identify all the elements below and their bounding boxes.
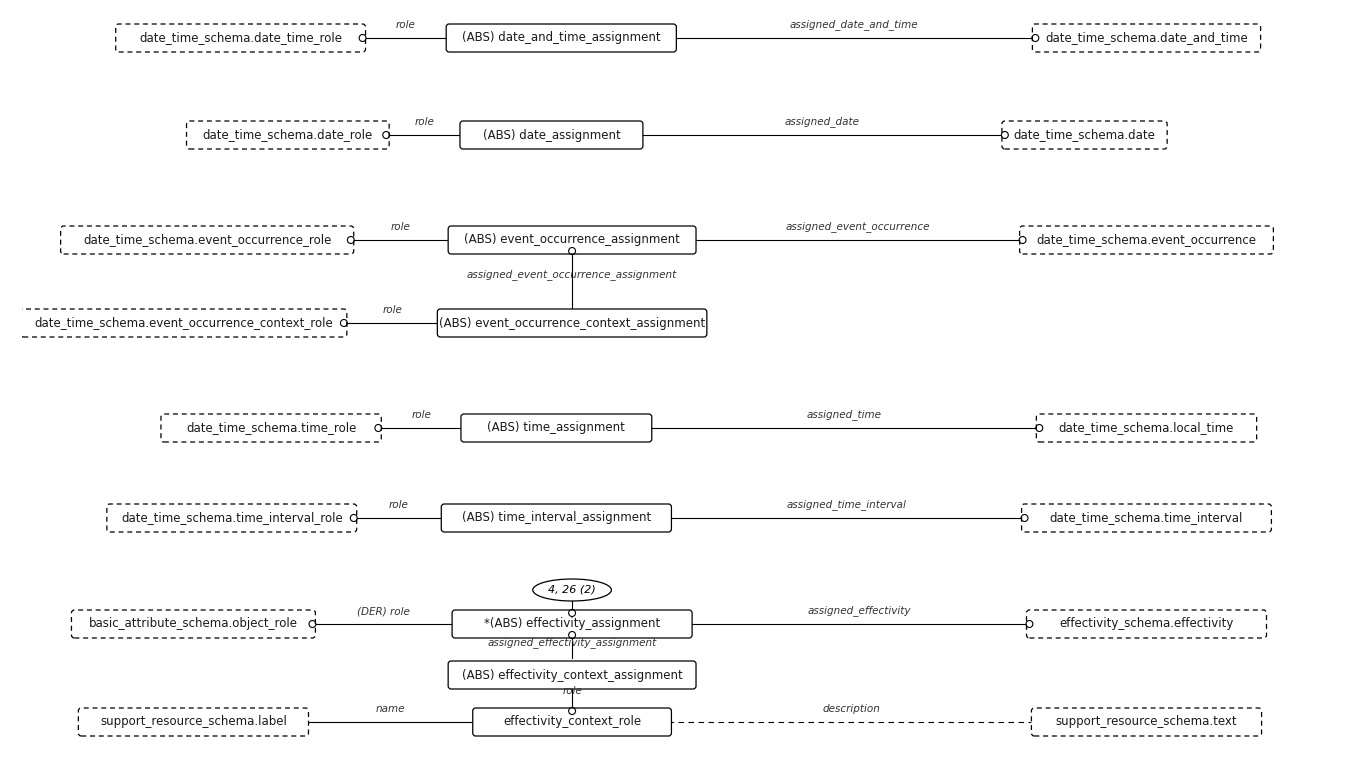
Text: (ABS) effectivity_context_assignment: (ABS) effectivity_context_assignment [461, 669, 682, 681]
FancyBboxPatch shape [1026, 610, 1267, 638]
Text: role: role [563, 687, 582, 697]
Text: assigned_time_interval: assigned_time_interval [786, 499, 906, 510]
Text: date_time_schema.event_occurrence_role: date_time_schema.event_occurrence_role [83, 233, 331, 246]
Text: role: role [411, 410, 431, 420]
FancyBboxPatch shape [161, 414, 381, 442]
Text: description: description [823, 704, 880, 714]
Text: effectivity_context_role: effectivity_context_role [503, 716, 641, 728]
FancyBboxPatch shape [1021, 504, 1272, 532]
Text: (ABS) date_and_time_assignment: (ABS) date_and_time_assignment [462, 32, 660, 45]
Text: support_resource_schema.label: support_resource_schema.label [100, 716, 287, 728]
FancyBboxPatch shape [473, 708, 671, 736]
Text: (ABS) time_assignment: (ABS) time_assignment [487, 421, 625, 434]
Text: date_time_schema.time_role: date_time_schema.time_role [186, 421, 357, 434]
Text: *(ABS) effectivity_assignment: *(ABS) effectivity_assignment [484, 618, 660, 631]
Text: (ABS) event_occurrence_context_assignment: (ABS) event_occurrence_context_assignmen… [439, 317, 705, 330]
FancyBboxPatch shape [79, 708, 309, 736]
FancyBboxPatch shape [461, 414, 652, 442]
FancyBboxPatch shape [1002, 121, 1168, 149]
Text: basic_attribute_schema.object_role: basic_attribute_schema.object_role [89, 618, 298, 631]
FancyBboxPatch shape [1020, 226, 1273, 254]
Text: assigned_time: assigned_time [807, 409, 881, 420]
FancyBboxPatch shape [446, 24, 677, 52]
FancyBboxPatch shape [441, 504, 671, 532]
Text: assigned_event_occurrence: assigned_event_occurrence [785, 221, 930, 232]
Text: (ABS) time_interval_assignment: (ABS) time_interval_assignment [462, 512, 651, 525]
Text: 4, 26 (2): 4, 26 (2) [548, 585, 597, 595]
Text: date_time_schema.date_role: date_time_schema.date_role [202, 129, 373, 142]
Text: support_resource_schema.text: support_resource_schema.text [1056, 716, 1237, 728]
FancyBboxPatch shape [61, 226, 354, 254]
FancyBboxPatch shape [107, 504, 357, 532]
Text: role: role [415, 117, 434, 127]
Text: date_time_schema.local_time: date_time_schema.local_time [1059, 421, 1234, 434]
Text: date_time_schema.date_and_time: date_time_schema.date_and_time [1045, 32, 1248, 45]
Text: assigned_effectivity_assignment: assigned_effectivity_assignment [487, 637, 656, 647]
Text: role: role [382, 305, 401, 315]
FancyBboxPatch shape [452, 610, 692, 638]
Text: name: name [376, 704, 405, 714]
Text: date_time_schema.event_occurrence: date_time_schema.event_occurrence [1036, 233, 1257, 246]
Text: date_time_schema.date_time_role: date_time_schema.date_time_role [140, 32, 342, 45]
FancyBboxPatch shape [1036, 414, 1257, 442]
FancyBboxPatch shape [1032, 24, 1261, 52]
FancyBboxPatch shape [449, 661, 696, 689]
Text: date_time_schema.date: date_time_schema.date [1013, 129, 1155, 142]
Text: date_time_schema.time_interval: date_time_schema.time_interval [1050, 512, 1243, 525]
Text: (ABS) date_assignment: (ABS) date_assignment [483, 129, 620, 142]
FancyBboxPatch shape [72, 610, 316, 638]
Text: (ABS) event_occurrence_assignment: (ABS) event_occurrence_assignment [464, 233, 679, 246]
Text: assigned_date_and_time: assigned_date_and_time [791, 19, 919, 30]
FancyBboxPatch shape [1032, 708, 1261, 736]
FancyBboxPatch shape [187, 121, 389, 149]
FancyBboxPatch shape [115, 24, 366, 52]
Text: role: role [389, 500, 410, 510]
Text: assigned_event_occurrence_assignment: assigned_event_occurrence_assignment [466, 268, 677, 280]
FancyBboxPatch shape [438, 309, 706, 337]
Text: (DER) role: (DER) role [357, 606, 410, 616]
FancyBboxPatch shape [460, 121, 643, 149]
Ellipse shape [533, 579, 612, 601]
Text: role: role [391, 222, 411, 232]
FancyBboxPatch shape [20, 309, 347, 337]
Text: date_time_schema.event_occurrence_context_role: date_time_schema.event_occurrence_contex… [34, 317, 334, 330]
Text: date_time_schema.time_interval_role: date_time_schema.time_interval_role [121, 512, 343, 525]
Text: effectivity_schema.effectivity: effectivity_schema.effectivity [1059, 618, 1234, 631]
Text: assigned_date: assigned_date [785, 116, 860, 127]
Text: assigned_effectivity: assigned_effectivity [808, 605, 911, 616]
Text: role: role [396, 20, 416, 30]
FancyBboxPatch shape [449, 226, 696, 254]
